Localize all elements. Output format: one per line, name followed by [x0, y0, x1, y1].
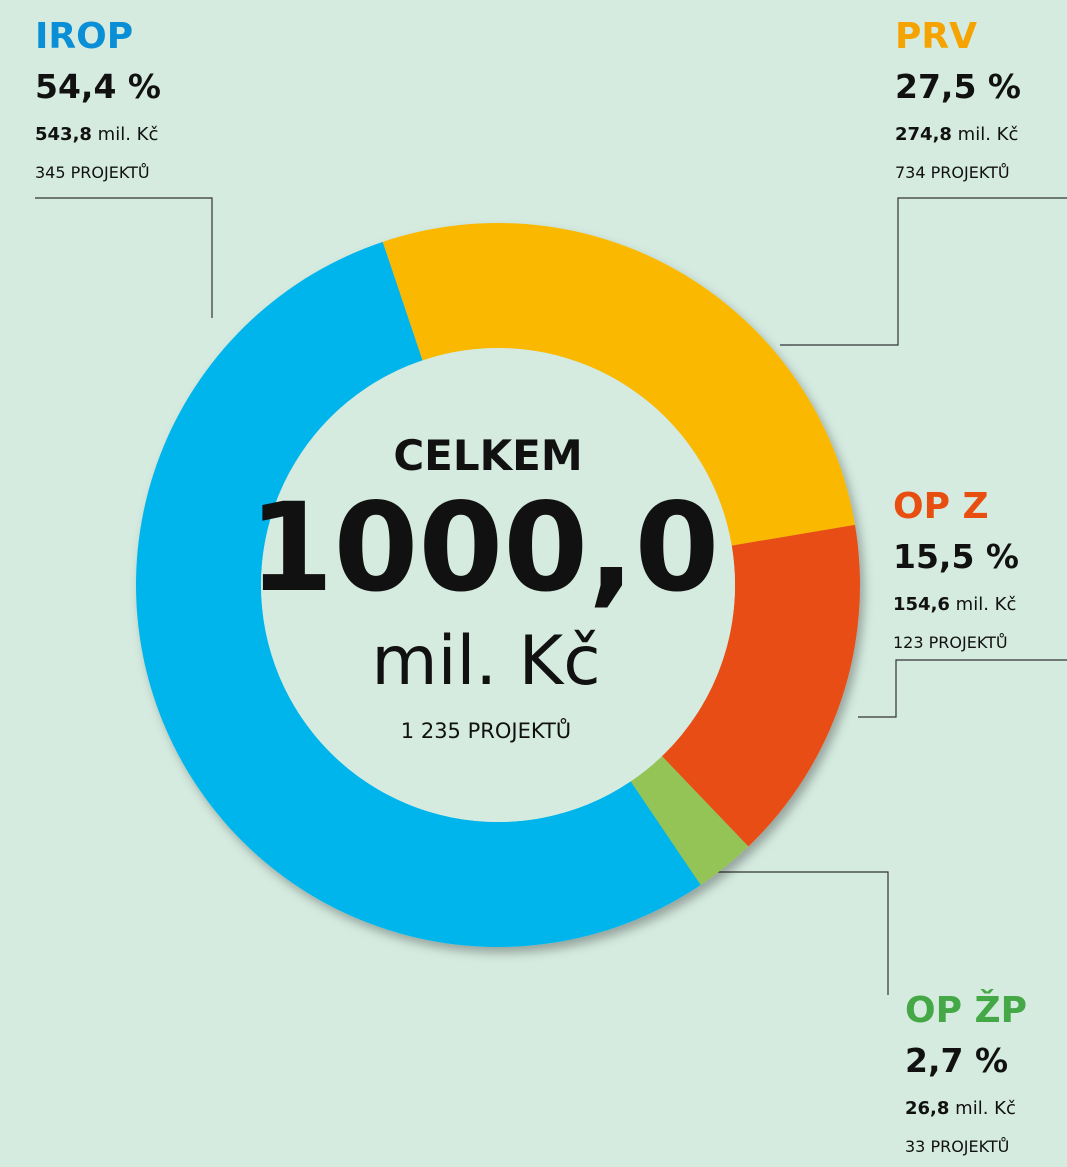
amount-label: 26,8 mil. Kč	[905, 1098, 1016, 1119]
amount-unit: mil. Kč	[958, 124, 1019, 145]
donut-segment	[136, 241, 703, 947]
leader-line	[858, 659, 1067, 718]
legend-title: PRV	[895, 16, 977, 57]
amount-unit: mil. Kč	[956, 594, 1017, 615]
donut-segment	[382, 223, 855, 546]
amount: 26,8	[905, 1098, 949, 1119]
legend-title: OP Z	[893, 486, 989, 527]
donut-segment	[630, 756, 749, 885]
donut-segment	[661, 524, 860, 847]
amount-label: 543,8 mil. Kč	[35, 124, 158, 145]
project-label: 123 PROJEKTŮ	[893, 633, 1008, 652]
total: 1000,0	[249, 477, 720, 619]
amount-unit: mil. Kč	[98, 124, 159, 145]
value-label: 2,7 %	[905, 1041, 1008, 1080]
amount: 274,8	[895, 124, 952, 145]
donut-hole	[261, 348, 735, 822]
value-label: 15,5 %	[893, 537, 1019, 576]
legend-title: IROP	[35, 16, 133, 57]
amount: 543,8	[35, 124, 92, 145]
total-projects: 1 235 PROJEKTŮ	[401, 717, 571, 743]
leader-line	[780, 197, 1067, 346]
value-label: 54,4 %	[35, 67, 161, 106]
leader-line	[717, 871, 889, 995]
amount: 154,6	[893, 594, 950, 615]
total-unit: mil. Kč	[371, 622, 600, 701]
amount-unit: mil. Kč	[955, 1098, 1016, 1119]
legend-title: OP ŽP	[905, 989, 1027, 1031]
project-label: 734 PROJEKTŮ	[895, 163, 1010, 182]
value-label: 27,5 %	[895, 67, 1021, 106]
center-title: CELKEM	[393, 431, 582, 480]
donut	[136, 223, 860, 947]
project-label: 345 PROJEKTŮ	[35, 163, 150, 182]
leader-line	[35, 197, 213, 318]
amount-label: 274,8 mil. Kč	[895, 124, 1018, 145]
project-label: 33 PROJEKTŮ	[905, 1137, 1009, 1156]
amount-label: 154,6 mil. Kč	[893, 594, 1016, 615]
